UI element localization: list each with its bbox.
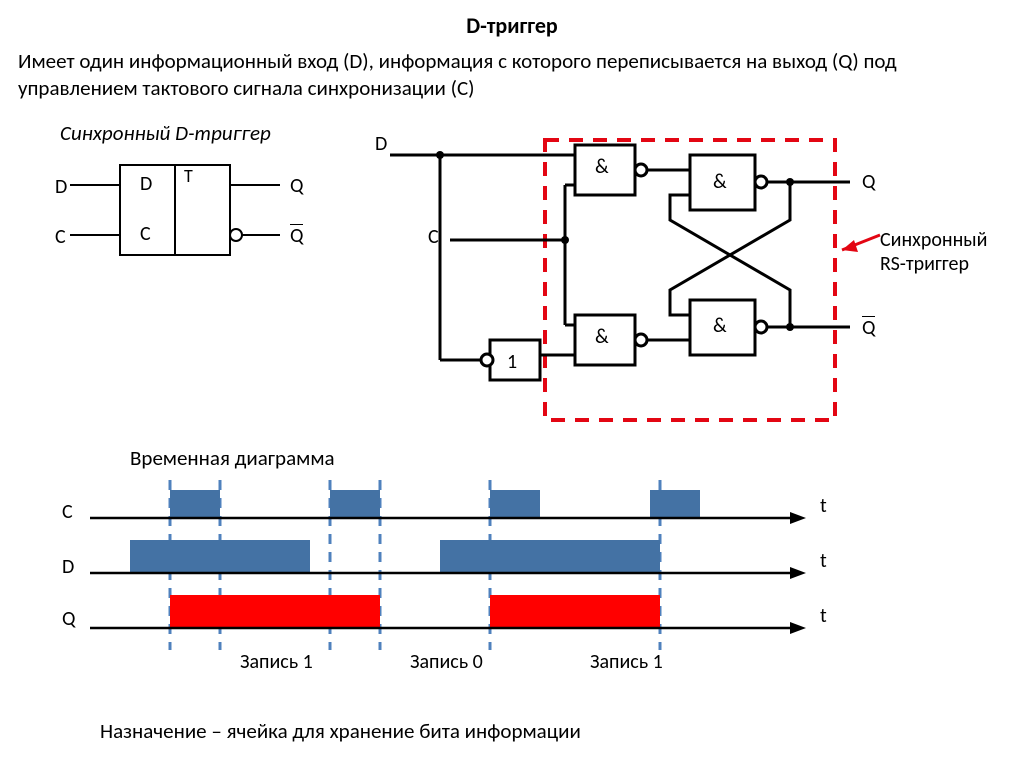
gate-amp-3: & <box>713 170 727 194</box>
symbol-out-qbar: Q <box>290 224 303 248</box>
circuit-input-c: C <box>428 225 439 249</box>
svg-text:Запись 0: Запись 0 <box>410 650 483 674</box>
d-trigger-symbol <box>50 145 310 290</box>
timing-diagram: Запись 1 Запись 0 Запись 1 <box>90 480 870 705</box>
gate-one: 1 <box>507 350 517 374</box>
timing-title: Временная диаграмма <box>130 445 335 471</box>
svg-text:Запись 1: Запись 1 <box>590 650 663 674</box>
circuit-out-qbar: Q <box>862 316 875 340</box>
symbol-t: T <box>184 165 193 187</box>
symbol-col-c: C <box>140 222 151 246</box>
gate-amp-4: & <box>713 314 727 338</box>
timing-row-d: D <box>62 555 74 579</box>
timing-t-1: t <box>820 494 827 518</box>
purpose-text: Назначение – ячейка для хранение бита ин… <box>100 718 581 744</box>
gate-amp-1: & <box>595 155 609 179</box>
timing-row-c: C <box>62 500 73 524</box>
description-text: Имеет один информационный вход (D), инфо… <box>18 48 998 103</box>
rs-trigger-label-2: RS-триггер <box>880 252 969 276</box>
page-title: D-триггер <box>0 12 1024 39</box>
rs-trigger-label-1: Синхронный <box>880 228 987 252</box>
timing-row-q: Q <box>62 607 75 631</box>
symbol-input-c: C <box>55 225 66 249</box>
circuit-input-d: D <box>375 132 387 156</box>
svg-text:Запись 1: Запись 1 <box>240 650 313 674</box>
symbol-input-d: D <box>55 175 67 199</box>
symbol-out-q: Q <box>290 174 303 198</box>
circuit-out-q: Q <box>862 170 875 194</box>
timing-t-2: t <box>820 549 827 573</box>
gate-amp-2: & <box>595 325 609 349</box>
timing-t-3: t <box>820 604 827 628</box>
d-trigger-gate-circuit <box>370 130 890 435</box>
sync-schematic-caption: Синхронный D-триггер <box>60 120 271 146</box>
symbol-col-d: D <box>140 172 152 196</box>
